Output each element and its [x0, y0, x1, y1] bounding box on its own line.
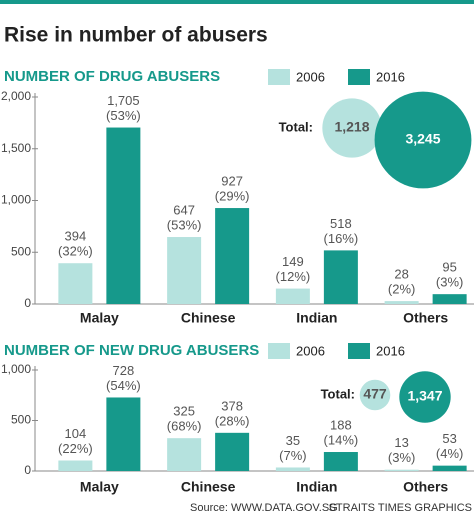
total-label: Total: — [279, 119, 313, 134]
share-label: (4%) — [436, 446, 463, 461]
share-label: (2%) — [388, 282, 415, 297]
bar — [432, 294, 467, 304]
x-tick-label: Indian — [296, 310, 337, 326]
top-strip — [0, 0, 474, 4]
x-tick-label: Malay — [80, 310, 119, 326]
y-tick-label: 500 — [11, 413, 31, 427]
y-tick-label: 0 — [24, 296, 31, 310]
x-tick-label: Chinese — [181, 479, 236, 495]
bar — [384, 301, 419, 304]
x-tick-label: Malay — [80, 479, 119, 495]
value-label: 325 — [173, 404, 195, 419]
value-label: 35 — [286, 433, 300, 448]
legend-label: 2016 — [376, 69, 405, 84]
legend-swatch — [348, 69, 370, 85]
bar — [323, 250, 358, 304]
value-label: 95 — [442, 260, 456, 275]
bar — [106, 127, 141, 304]
share-label: (3%) — [436, 275, 463, 290]
total-value: 477 — [363, 386, 387, 402]
total-label: Total: — [321, 386, 355, 401]
value-label: 13 — [394, 435, 408, 450]
share-label: (54%) — [106, 378, 141, 393]
x-tick-label: Others — [403, 479, 448, 495]
bar — [432, 465, 467, 471]
value-label: 728 — [113, 363, 135, 378]
bar — [215, 432, 250, 471]
total-circle — [322, 98, 382, 158]
legend-swatch — [348, 343, 370, 359]
bar — [106, 397, 141, 471]
value-label: 518 — [330, 216, 352, 231]
share-label: (12%) — [276, 269, 311, 284]
legend-label: 2006 — [296, 343, 325, 358]
y-tick-label: 1,000 — [1, 193, 31, 207]
source: Source: WWW.DATA.GOV.SG — [190, 502, 338, 514]
share-label: (7%) — [279, 448, 306, 463]
credit: STRAITS TIMES GRAPHICS — [329, 502, 472, 514]
x-tick-label: Indian — [296, 479, 337, 495]
value-label: 394 — [65, 229, 87, 244]
x-tick-label: Others — [403, 310, 448, 326]
bar — [275, 467, 310, 471]
total-circle — [374, 91, 472, 189]
value-label: 28 — [394, 267, 408, 282]
value-label: 53 — [442, 431, 456, 446]
share-label: (14%) — [324, 432, 359, 447]
value-label: 647 — [173, 202, 195, 217]
page-title: Rise in number of abusers — [4, 24, 268, 47]
y-tick-label: 2,000 — [1, 89, 31, 103]
bar — [167, 438, 202, 471]
total-circle — [359, 379, 391, 411]
bar — [275, 288, 310, 304]
value-label: 927 — [221, 173, 243, 188]
bar — [384, 469, 419, 471]
y-tick-label: 0 — [24, 463, 31, 477]
share-label: (53%) — [167, 217, 202, 232]
share-label: (29%) — [215, 188, 250, 203]
bar — [167, 237, 202, 304]
total-circle — [399, 371, 451, 423]
value-label: 188 — [330, 417, 352, 432]
y-tick-label: 500 — [11, 244, 31, 258]
share-label: (16%) — [324, 231, 359, 246]
legend-swatch — [268, 69, 290, 85]
share-label: (22%) — [58, 441, 93, 456]
value-label: 149 — [282, 254, 304, 269]
chart-title: NUMBER OF DRUG ABUSERS — [4, 68, 220, 85]
total-value: 1,347 — [407, 388, 442, 404]
share-label: (53%) — [106, 108, 141, 123]
total-value: 3,245 — [405, 131, 440, 147]
y-tick-label: 1,000 — [1, 362, 31, 376]
value-label: 1,705 — [107, 93, 140, 108]
x-tick-label: Chinese — [181, 310, 236, 326]
y-tick-label: 1,500 — [1, 141, 31, 155]
chart-title: NUMBER OF NEW DRUG ABUSERS — [4, 342, 259, 359]
share-label: (3%) — [388, 450, 415, 465]
share-label: (32%) — [58, 244, 93, 259]
bar — [58, 460, 93, 471]
value-label: 378 — [221, 398, 243, 413]
bar — [58, 263, 93, 304]
share-label: (68%) — [167, 419, 202, 434]
share-label: (28%) — [215, 413, 250, 428]
legend-swatch — [268, 343, 290, 359]
value-label: 104 — [65, 426, 87, 441]
bar — [215, 208, 250, 304]
total-value: 1,218 — [334, 119, 369, 135]
legend-label: 2016 — [376, 343, 405, 358]
bar — [323, 452, 358, 471]
legend-label: 2006 — [296, 69, 325, 84]
